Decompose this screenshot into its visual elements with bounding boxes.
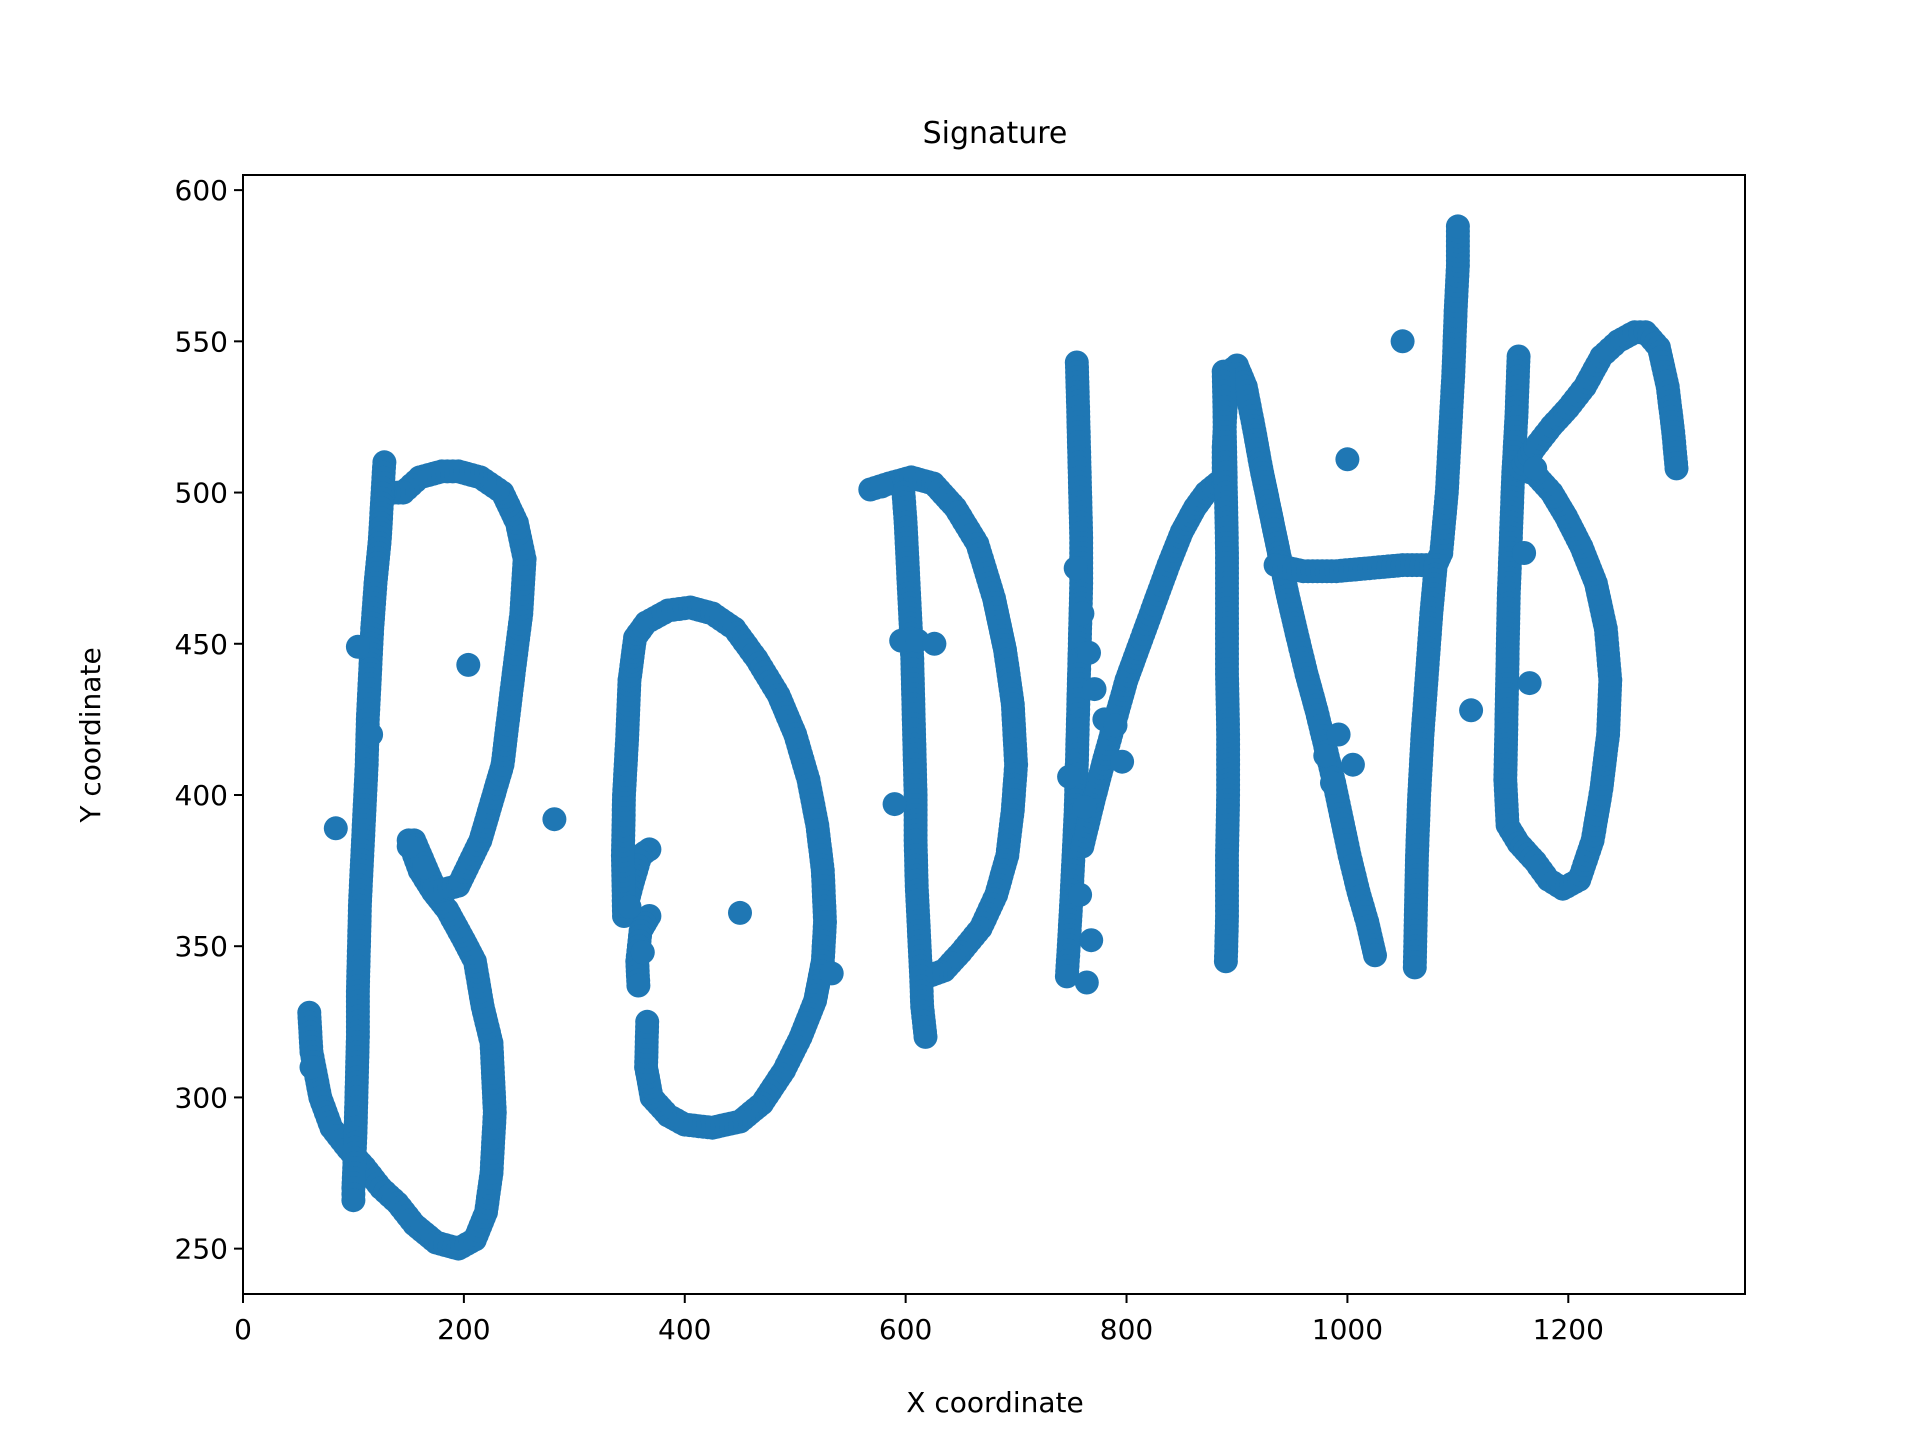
scatter-point: [1335, 447, 1360, 472]
scatter-points: [297, 214, 1689, 1261]
scatter-point: [542, 807, 567, 832]
y-axis: 250 300 350 400 450 500 550 600: [175, 174, 243, 1266]
scatter-point: [1072, 795, 1097, 820]
scatter-point: [1664, 456, 1689, 481]
scatter-point: [1512, 541, 1537, 565]
scatter-point: [1063, 556, 1088, 581]
scatter-point: [1057, 764, 1082, 789]
scatter-point: [323, 816, 348, 841]
scatter-point: [1213, 949, 1238, 974]
scatter-point: [1074, 970, 1099, 995]
y-tick-label: 400: [175, 779, 228, 812]
scatter-point: [1402, 955, 1427, 980]
x-tick-label: 400: [658, 1313, 711, 1346]
scatter-point: [341, 1188, 366, 1213]
x-axis-label: X coordinate: [906, 1386, 1083, 1419]
x-tick-label: 800: [1100, 1313, 1153, 1346]
scatter-point: [630, 940, 655, 965]
scatter-point: [1320, 770, 1344, 795]
y-tick-label: 500: [175, 477, 228, 510]
scatter-point: [1326, 722, 1351, 747]
scatter-point: [299, 1055, 324, 1080]
x-tick-label: 1000: [1312, 1313, 1383, 1346]
scatter-point: [456, 652, 481, 677]
scatter-point: [1445, 214, 1470, 239]
scatter-point: [1077, 640, 1101, 665]
scatter-point: [1313, 743, 1338, 768]
x-tick-label: 0: [234, 1313, 252, 1346]
scatter-point: [412, 855, 437, 880]
scatter-point: [922, 631, 947, 656]
scatter-point: [1079, 928, 1104, 953]
x-tick-label: 1200: [1533, 1313, 1604, 1346]
scatter-point: [1054, 964, 1079, 989]
x-tick-label: 200: [437, 1313, 490, 1346]
scatter-point: [1068, 882, 1093, 907]
scatter-point: [635, 1009, 660, 1034]
scatter-point: [396, 834, 421, 859]
y-tick-label: 450: [175, 628, 228, 661]
scatter-point: [1103, 713, 1128, 738]
scatter-point: [889, 628, 914, 653]
scatter-point: [1390, 329, 1415, 354]
scatter-point: [1363, 943, 1387, 968]
y-tick-label: 600: [175, 174, 228, 207]
scatter-point: [913, 1024, 938, 1049]
scatter-point: [1459, 698, 1484, 723]
plot-frame: [242, 174, 1746, 1295]
scatter-point: [1110, 749, 1135, 774]
y-axis-label: Y coordinate: [74, 647, 107, 823]
scatter-point: [1523, 456, 1548, 481]
scatter-point: [1082, 677, 1107, 702]
scatter-point: [1070, 601, 1095, 626]
scatter-point: [626, 973, 651, 998]
y-tick-label: 300: [175, 1081, 228, 1114]
x-axis: 0 200 400 600 800 1000 1200: [234, 1294, 1604, 1346]
scatter-point: [1340, 752, 1365, 777]
scatter-point: [1517, 671, 1542, 696]
scatter-point: [359, 722, 384, 747]
scatter-point: [882, 792, 907, 817]
x-tick-label: 600: [879, 1313, 932, 1346]
scatter-point: [869, 474, 894, 499]
scatter-point: [617, 894, 642, 919]
scatter-point: [345, 634, 370, 659]
scatter-point: [819, 961, 844, 986]
scatter-point: [728, 900, 752, 925]
y-tick-label: 350: [175, 930, 228, 963]
chart-title: Signature: [923, 116, 1068, 151]
y-tick-label: 250: [175, 1233, 228, 1266]
y-tick-label: 550: [175, 325, 228, 358]
